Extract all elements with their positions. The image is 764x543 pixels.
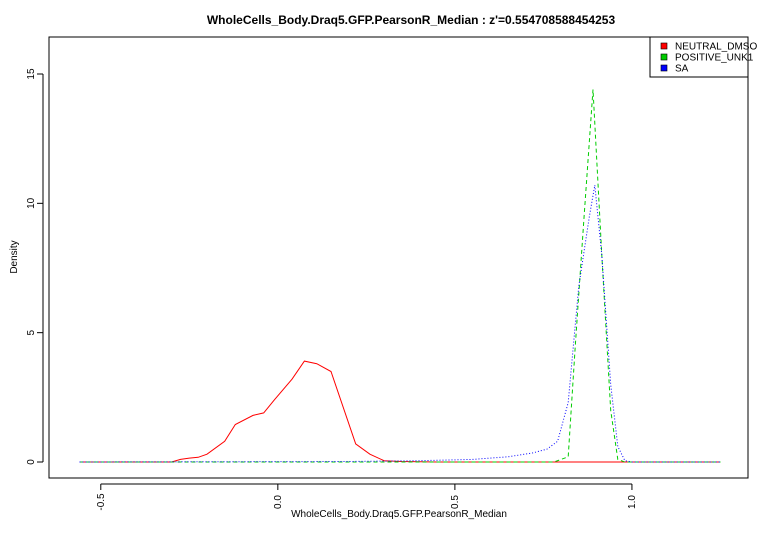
x-axis-label: WholeCells_Body.Draq5.GFP.PearsonR_Media… (291, 509, 507, 520)
y-axis-label: Density (9, 240, 20, 273)
series-line-sa (79, 185, 721, 463)
legend-label: SA (675, 64, 689, 75)
series-layer (79, 89, 721, 463)
series-line-neutral-dmso (79, 360, 721, 463)
legend-label: NEUTRAL_DMSO (675, 42, 757, 53)
x-tick-label: 0.5 (450, 495, 461, 509)
y-tick-label: 10 (26, 197, 37, 209)
legend-swatch (660, 64, 668, 72)
legend-swatch (660, 53, 668, 61)
y-tick-label: 5 (26, 329, 37, 335)
legend-swatch (660, 42, 668, 50)
legend-label: POSITIVE_UNK1 (675, 53, 754, 64)
x-tick-label: 1.0 (627, 495, 638, 509)
x-axis: -0.5 0.0 0.5 1.0 (96, 483, 638, 511)
y-tick-label: 15 (26, 68, 37, 80)
chart-title: WholeCells_Body.Draq5.GFP.PearsonR_Media… (207, 13, 616, 27)
x-tick-label: -0.5 (96, 493, 107, 511)
series-line-positive-unk1 (79, 89, 721, 463)
y-axis: 0 5 10 15 (26, 68, 44, 465)
plot-frame (48, 36, 749, 479)
y-tick-label: 0 (26, 459, 37, 465)
x-tick-label: 0.0 (273, 495, 284, 509)
